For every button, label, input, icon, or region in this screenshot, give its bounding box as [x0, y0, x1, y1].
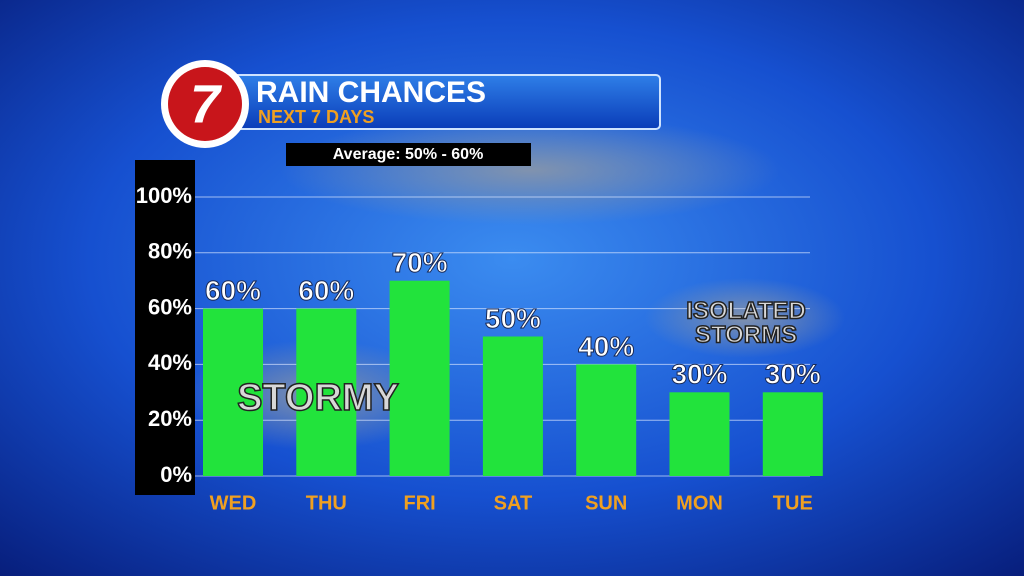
x-tick-label: TUE — [773, 492, 813, 514]
bar — [389, 280, 450, 476]
logo-text: 7 — [190, 74, 223, 134]
bar — [482, 336, 543, 476]
x-tick-label: THU — [306, 492, 347, 514]
note: Average: 50% - 60% — [333, 146, 484, 163]
cloud — [280, 115, 780, 225]
value-label: 70% — [392, 247, 448, 278]
note-box — [286, 143, 531, 166]
cloud — [645, 278, 845, 358]
bar — [203, 308, 263, 476]
value-label: 40% — [578, 331, 634, 362]
value-label: 60% — [298, 275, 354, 306]
bar — [669, 392, 730, 476]
y-tick-label: 0% — [160, 462, 192, 487]
annotation: ISOLATED — [686, 297, 806, 324]
y-tick-label: 60% — [148, 294, 192, 319]
y-tick-label: 40% — [148, 350, 192, 375]
annotation: STORMY — [237, 377, 399, 419]
value-label: 30% — [765, 359, 821, 390]
chart-title: RAIN CHANCES — [256, 76, 486, 109]
bar — [296, 308, 357, 476]
bar — [576, 364, 637, 476]
value-label: 50% — [485, 303, 541, 334]
value-label: 30% — [671, 359, 727, 390]
value-label: 60% — [205, 275, 261, 306]
y-tick-label: 100% — [136, 183, 192, 208]
y-tick-label: 20% — [148, 406, 192, 431]
bar — [762, 392, 823, 476]
x-tick-label: SAT — [494, 492, 533, 514]
x-tick-label: FRI — [403, 492, 435, 514]
y-tick-label: 80% — [148, 239, 192, 264]
logo-disc — [168, 67, 242, 141]
y-axis-panel — [135, 160, 195, 495]
x-tick-label: SUN — [585, 492, 627, 514]
chart-subtitle: NEXT 7 DAYS — [258, 107, 374, 127]
annotation: STORMS — [695, 321, 797, 348]
x-tick-label: MON — [676, 492, 723, 514]
x-tick-label: WED — [210, 492, 257, 514]
